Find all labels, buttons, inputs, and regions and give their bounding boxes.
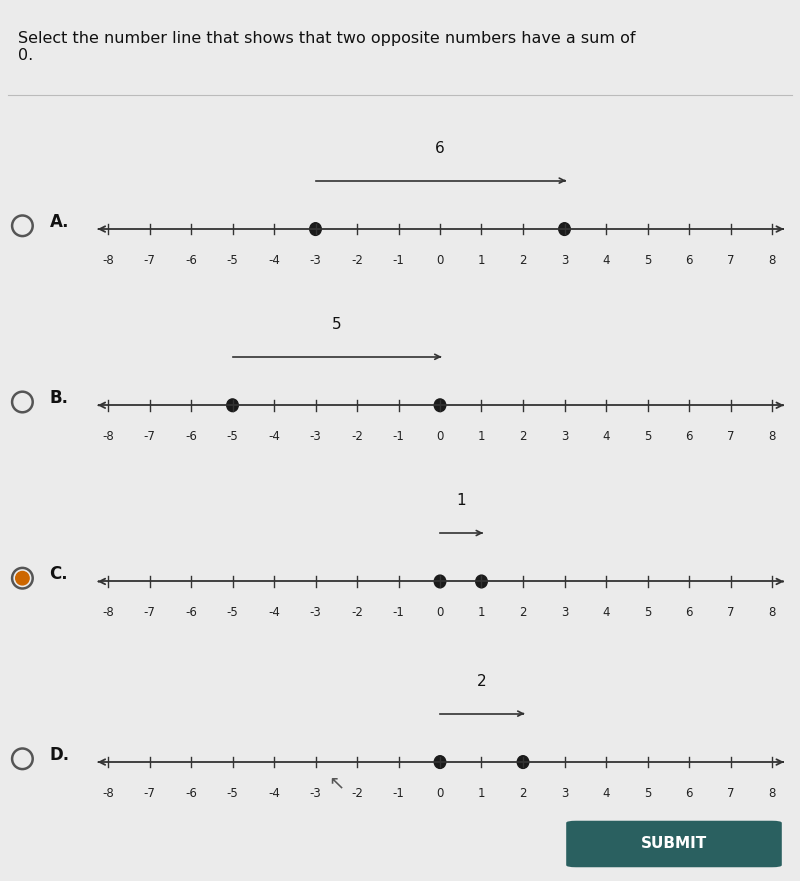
- Text: Select the number line that shows that two opposite numbers have a sum of
0.: Select the number line that shows that t…: [18, 31, 635, 63]
- Text: -8: -8: [102, 254, 114, 267]
- Text: 6: 6: [435, 141, 445, 156]
- Text: -8: -8: [102, 606, 114, 619]
- Text: 6: 6: [686, 254, 693, 267]
- Text: 8: 8: [768, 430, 776, 443]
- Text: 2: 2: [519, 254, 526, 267]
- Text: 3: 3: [561, 430, 568, 443]
- Circle shape: [434, 575, 446, 588]
- Circle shape: [16, 572, 29, 585]
- Text: -3: -3: [310, 606, 322, 619]
- Text: -7: -7: [143, 430, 155, 443]
- Text: 5: 5: [331, 317, 341, 332]
- Circle shape: [476, 575, 487, 588]
- Text: 7: 7: [726, 606, 734, 619]
- Text: 4: 4: [602, 430, 610, 443]
- Text: -3: -3: [310, 254, 322, 267]
- Text: -2: -2: [351, 606, 363, 619]
- Text: 1: 1: [478, 787, 486, 800]
- Text: B.: B.: [50, 389, 69, 407]
- Text: -3: -3: [310, 430, 322, 443]
- Text: -7: -7: [143, 606, 155, 619]
- Text: 2: 2: [519, 430, 526, 443]
- Text: 4: 4: [602, 606, 610, 619]
- Text: 8: 8: [768, 254, 776, 267]
- Text: -2: -2: [351, 254, 363, 267]
- Text: -6: -6: [185, 254, 197, 267]
- Text: 0: 0: [436, 606, 444, 619]
- Text: 1: 1: [478, 254, 486, 267]
- Text: 1: 1: [456, 493, 466, 508]
- Text: -4: -4: [268, 254, 280, 267]
- Text: -1: -1: [393, 430, 405, 443]
- Text: -4: -4: [268, 787, 280, 800]
- FancyBboxPatch shape: [566, 821, 782, 867]
- Circle shape: [434, 399, 446, 411]
- Text: 7: 7: [726, 787, 734, 800]
- Text: -5: -5: [226, 606, 238, 619]
- Text: 2: 2: [519, 787, 526, 800]
- Text: 3: 3: [561, 787, 568, 800]
- Text: SUBMIT: SUBMIT: [641, 836, 707, 852]
- Text: -8: -8: [102, 787, 114, 800]
- Text: 0: 0: [436, 787, 444, 800]
- Text: -6: -6: [185, 787, 197, 800]
- Text: -8: -8: [102, 430, 114, 443]
- Circle shape: [558, 223, 570, 235]
- Text: A.: A.: [50, 213, 69, 231]
- Text: 8: 8: [768, 606, 776, 619]
- Text: -2: -2: [351, 430, 363, 443]
- Text: 7: 7: [726, 254, 734, 267]
- Text: 8: 8: [768, 787, 776, 800]
- Text: -5: -5: [226, 430, 238, 443]
- Text: -6: -6: [185, 430, 197, 443]
- Text: -1: -1: [393, 787, 405, 800]
- Text: 5: 5: [644, 254, 651, 267]
- Text: -1: -1: [393, 254, 405, 267]
- Text: -7: -7: [143, 787, 155, 800]
- Text: 1: 1: [478, 606, 486, 619]
- Text: 2: 2: [519, 606, 526, 619]
- Text: 0: 0: [436, 430, 444, 443]
- Text: 3: 3: [561, 606, 568, 619]
- Text: -4: -4: [268, 606, 280, 619]
- Text: 4: 4: [602, 254, 610, 267]
- Text: 3: 3: [561, 254, 568, 267]
- Text: 5: 5: [644, 787, 651, 800]
- Text: ↖: ↖: [328, 774, 344, 793]
- Text: 6: 6: [686, 606, 693, 619]
- Circle shape: [226, 399, 238, 411]
- Text: 6: 6: [686, 430, 693, 443]
- Circle shape: [310, 223, 322, 235]
- Text: -1: -1: [393, 606, 405, 619]
- Circle shape: [518, 756, 529, 768]
- Text: 5: 5: [644, 430, 651, 443]
- Text: 5: 5: [644, 606, 651, 619]
- Text: C.: C.: [50, 566, 68, 583]
- Text: -4: -4: [268, 430, 280, 443]
- Text: -6: -6: [185, 606, 197, 619]
- Text: -3: -3: [310, 787, 322, 800]
- Text: -5: -5: [226, 254, 238, 267]
- Text: 6: 6: [686, 787, 693, 800]
- Text: 7: 7: [726, 430, 734, 443]
- Text: -7: -7: [143, 254, 155, 267]
- Text: D.: D.: [50, 746, 70, 764]
- Text: 2: 2: [477, 674, 486, 689]
- Text: -2: -2: [351, 787, 363, 800]
- Text: -5: -5: [226, 787, 238, 800]
- Text: 0: 0: [436, 254, 444, 267]
- Text: 1: 1: [478, 430, 486, 443]
- Circle shape: [434, 756, 446, 768]
- Text: 4: 4: [602, 787, 610, 800]
